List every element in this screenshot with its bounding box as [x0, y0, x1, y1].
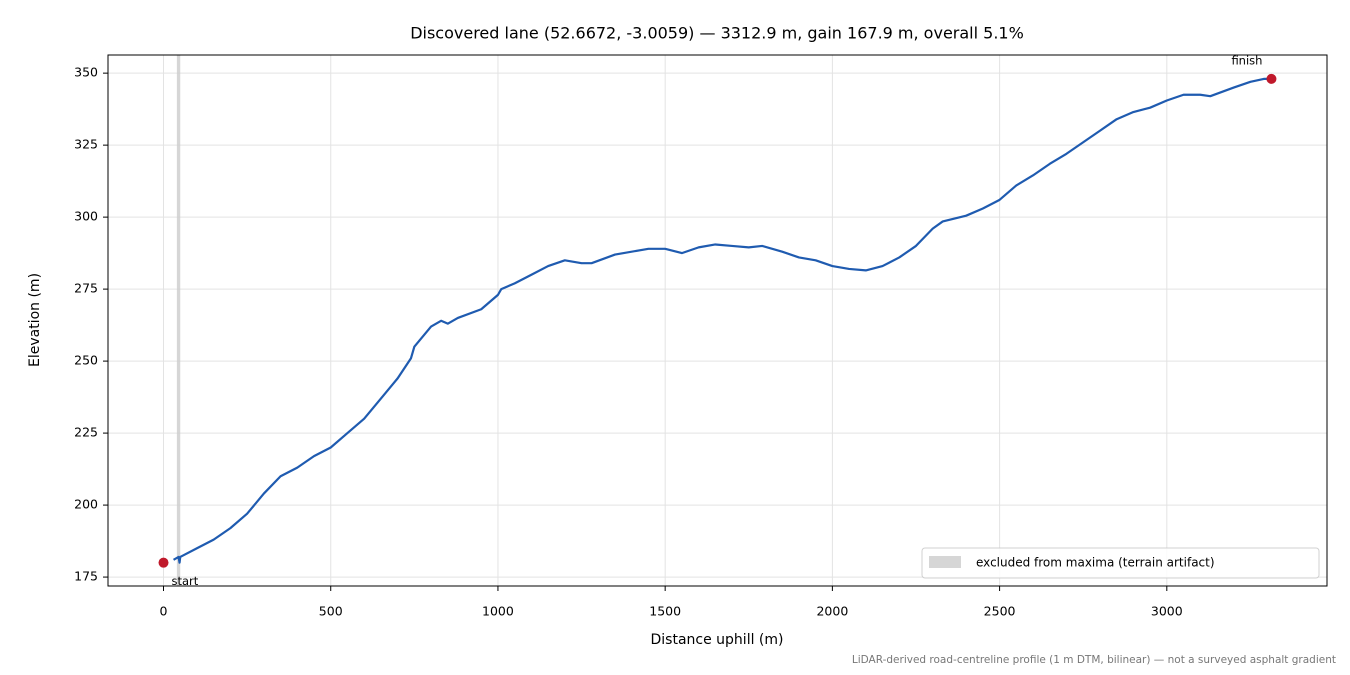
endpoint-marker: [1266, 73, 1277, 84]
x-tick-label: 1000: [482, 604, 514, 619]
endpoint-marker: [158, 557, 169, 568]
x-tick-label: 1500: [649, 604, 681, 619]
legend-label: excluded from maxima (terrain artifact): [976, 556, 1215, 570]
y-tick-label: 350: [74, 65, 98, 80]
y-tick-label: 250: [74, 353, 98, 368]
y-tick-label: 300: [74, 209, 98, 224]
y-tick-label: 325: [74, 137, 98, 152]
x-tick-label: 2000: [816, 604, 848, 619]
chart-title: Discovered lane (52.6672, -3.0059) — 331…: [410, 24, 1024, 43]
y-tick-label: 175: [74, 569, 98, 584]
y-tick-label: 225: [74, 425, 98, 440]
x-tick-label: 2500: [984, 604, 1016, 619]
plot-frame: [107, 54, 1328, 587]
endpoint-label: start: [172, 574, 199, 588]
x-axis-label: Distance uphill (m): [651, 632, 784, 648]
y-axis-label: Elevation (m): [27, 273, 43, 367]
elevation-line: [173, 77, 1272, 564]
legend-box: [921, 547, 1320, 579]
endpoint-label: finish: [1231, 53, 1262, 67]
legend-swatch: [929, 556, 961, 568]
x-tick-label: 3000: [1151, 604, 1183, 619]
footnote: LiDAR-derived road-centreline profile (1…: [852, 654, 1336, 666]
y-tick-label: 200: [74, 497, 98, 512]
excluded-band: [176, 55, 181, 586]
x-tick-label: 500: [319, 604, 343, 619]
x-tick-label: 0: [160, 604, 168, 619]
y-tick-label: 275: [74, 281, 98, 296]
